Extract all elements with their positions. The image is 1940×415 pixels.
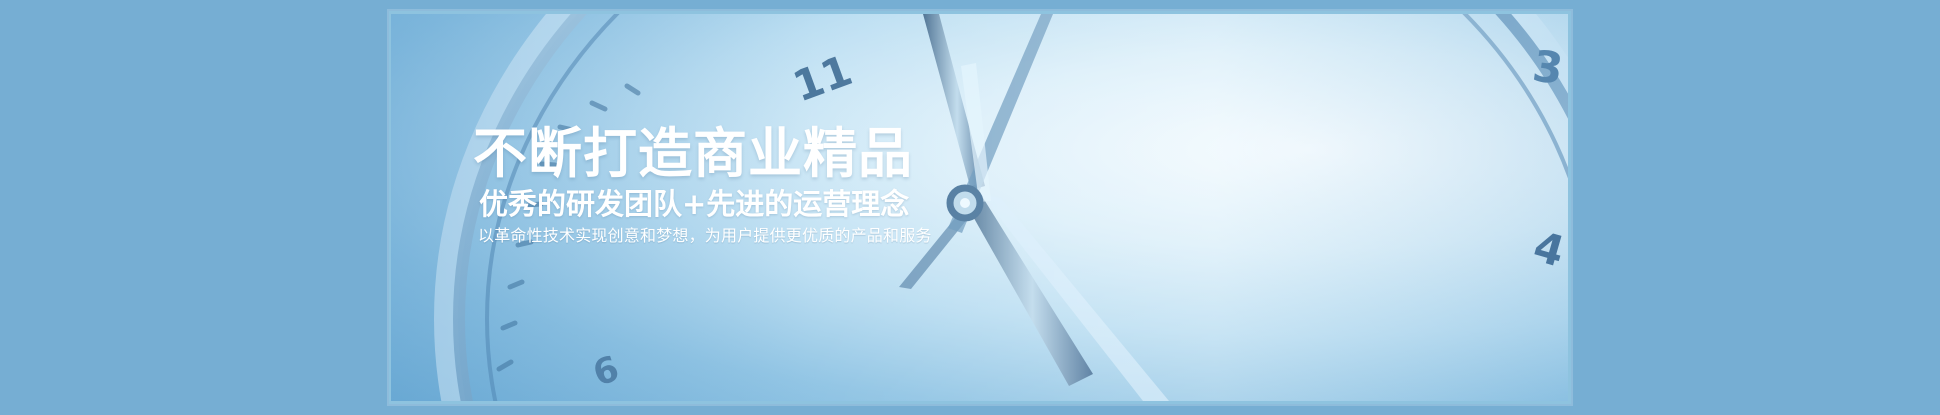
hero-tagline: 以革命性技术实现创意和梦想，为用户提供更优质的产品和服务 — [478, 225, 932, 245]
dial-number-6: 6 — [588, 349, 624, 395]
hero-headline: 不断打造商业精品 — [473, 122, 913, 185]
hero-banner: 11 3 4 6 不断打造商业精品 优秀的研发团队+先进的运营理念 以革命性技术… — [391, 14, 1568, 401]
dial-number-4: 4 — [1528, 222, 1568, 277]
hero-copy: 不断打造商业精品 优秀的研发团队+先进的运营理念 以革命性技术实现创意和梦想，为… — [473, 126, 1093, 245]
hero-subheadline: 优秀的研发团队+先进的运营理念 — [479, 187, 910, 222]
dial-number-3: 3 — [1529, 41, 1566, 95]
clock-face-image: 11 3 4 6 — [434, 14, 1568, 401]
dial-number-11: 11 — [787, 45, 859, 111]
clock-hands — [899, 14, 1169, 401]
minute-ticks — [496, 83, 641, 372]
